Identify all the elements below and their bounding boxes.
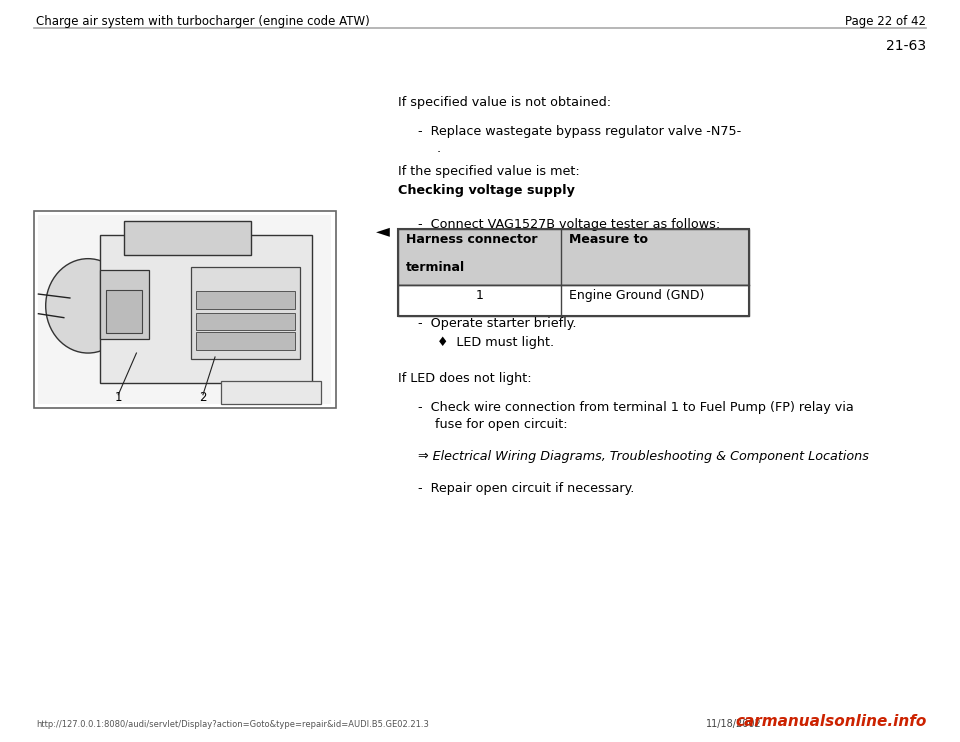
FancyBboxPatch shape <box>398 229 749 285</box>
Text: -  Check wire connection from terminal 1 to Fuel Pump (FP) relay via: - Check wire connection from terminal 1 … <box>418 401 853 414</box>
Text: -  Repair open circuit if necessary.: - Repair open circuit if necessary. <box>418 482 634 495</box>
FancyBboxPatch shape <box>398 285 749 316</box>
Text: fuse for open circuit:: fuse for open circuit: <box>435 418 567 432</box>
FancyBboxPatch shape <box>34 211 336 408</box>
Text: 1: 1 <box>476 289 484 302</box>
Text: carmanualsonline.info: carmanualsonline.info <box>735 714 926 729</box>
FancyBboxPatch shape <box>221 381 321 404</box>
Text: http://127.0.0.1:8080/audi/servlet/Display?action=Goto&type=repair&id=AUDI.B5.GE: http://127.0.0.1:8080/audi/servlet/Displ… <box>36 720 429 729</box>
Text: Engine Ground (GND): Engine Ground (GND) <box>569 289 705 302</box>
Polygon shape <box>196 332 295 350</box>
Polygon shape <box>125 221 252 255</box>
Text: Harness connector: Harness connector <box>406 233 538 246</box>
Ellipse shape <box>46 259 131 353</box>
Polygon shape <box>196 291 295 309</box>
Text: 11/18/2002: 11/18/2002 <box>706 719 761 729</box>
Polygon shape <box>100 271 149 339</box>
FancyBboxPatch shape <box>107 290 142 333</box>
Text: terminal: terminal <box>406 261 466 275</box>
Text: ♦  LED must light.: ♦ LED must light. <box>437 336 554 349</box>
Text: .: . <box>437 142 441 156</box>
Text: -  Replace wastegate bypass regulator valve -N75-: - Replace wastegate bypass regulator val… <box>418 125 741 138</box>
Text: Charge air system with turbocharger (engine code ATW): Charge air system with turbocharger (eng… <box>36 15 371 28</box>
Polygon shape <box>196 312 295 330</box>
Text: -  Connect VAG1527B voltage tester as follows:: - Connect VAG1527B voltage tester as fol… <box>418 218 720 232</box>
Polygon shape <box>191 266 300 359</box>
Text: V96-0749: V96-0749 <box>248 388 294 397</box>
Text: If specified value is not obtained:: If specified value is not obtained: <box>398 96 612 110</box>
Text: Page 22 of 42: Page 22 of 42 <box>846 15 926 28</box>
Text: If LED does not light:: If LED does not light: <box>398 372 532 386</box>
Text: ⇒ Electrical Wiring Diagrams, Troubleshooting & Component Locations: ⇒ Electrical Wiring Diagrams, Troublesho… <box>418 450 869 464</box>
Text: 21-63: 21-63 <box>886 39 926 53</box>
Polygon shape <box>100 235 312 383</box>
FancyBboxPatch shape <box>38 215 331 404</box>
Text: Checking voltage supply: Checking voltage supply <box>398 184 575 197</box>
Text: 1: 1 <box>114 390 122 404</box>
Text: 2: 2 <box>199 390 206 404</box>
Text: ◄: ◄ <box>376 223 390 240</box>
Text: If the specified value is met:: If the specified value is met: <box>398 165 580 178</box>
Text: Measure to: Measure to <box>569 233 648 246</box>
Text: -  Operate starter briefly.: - Operate starter briefly. <box>418 317 576 330</box>
